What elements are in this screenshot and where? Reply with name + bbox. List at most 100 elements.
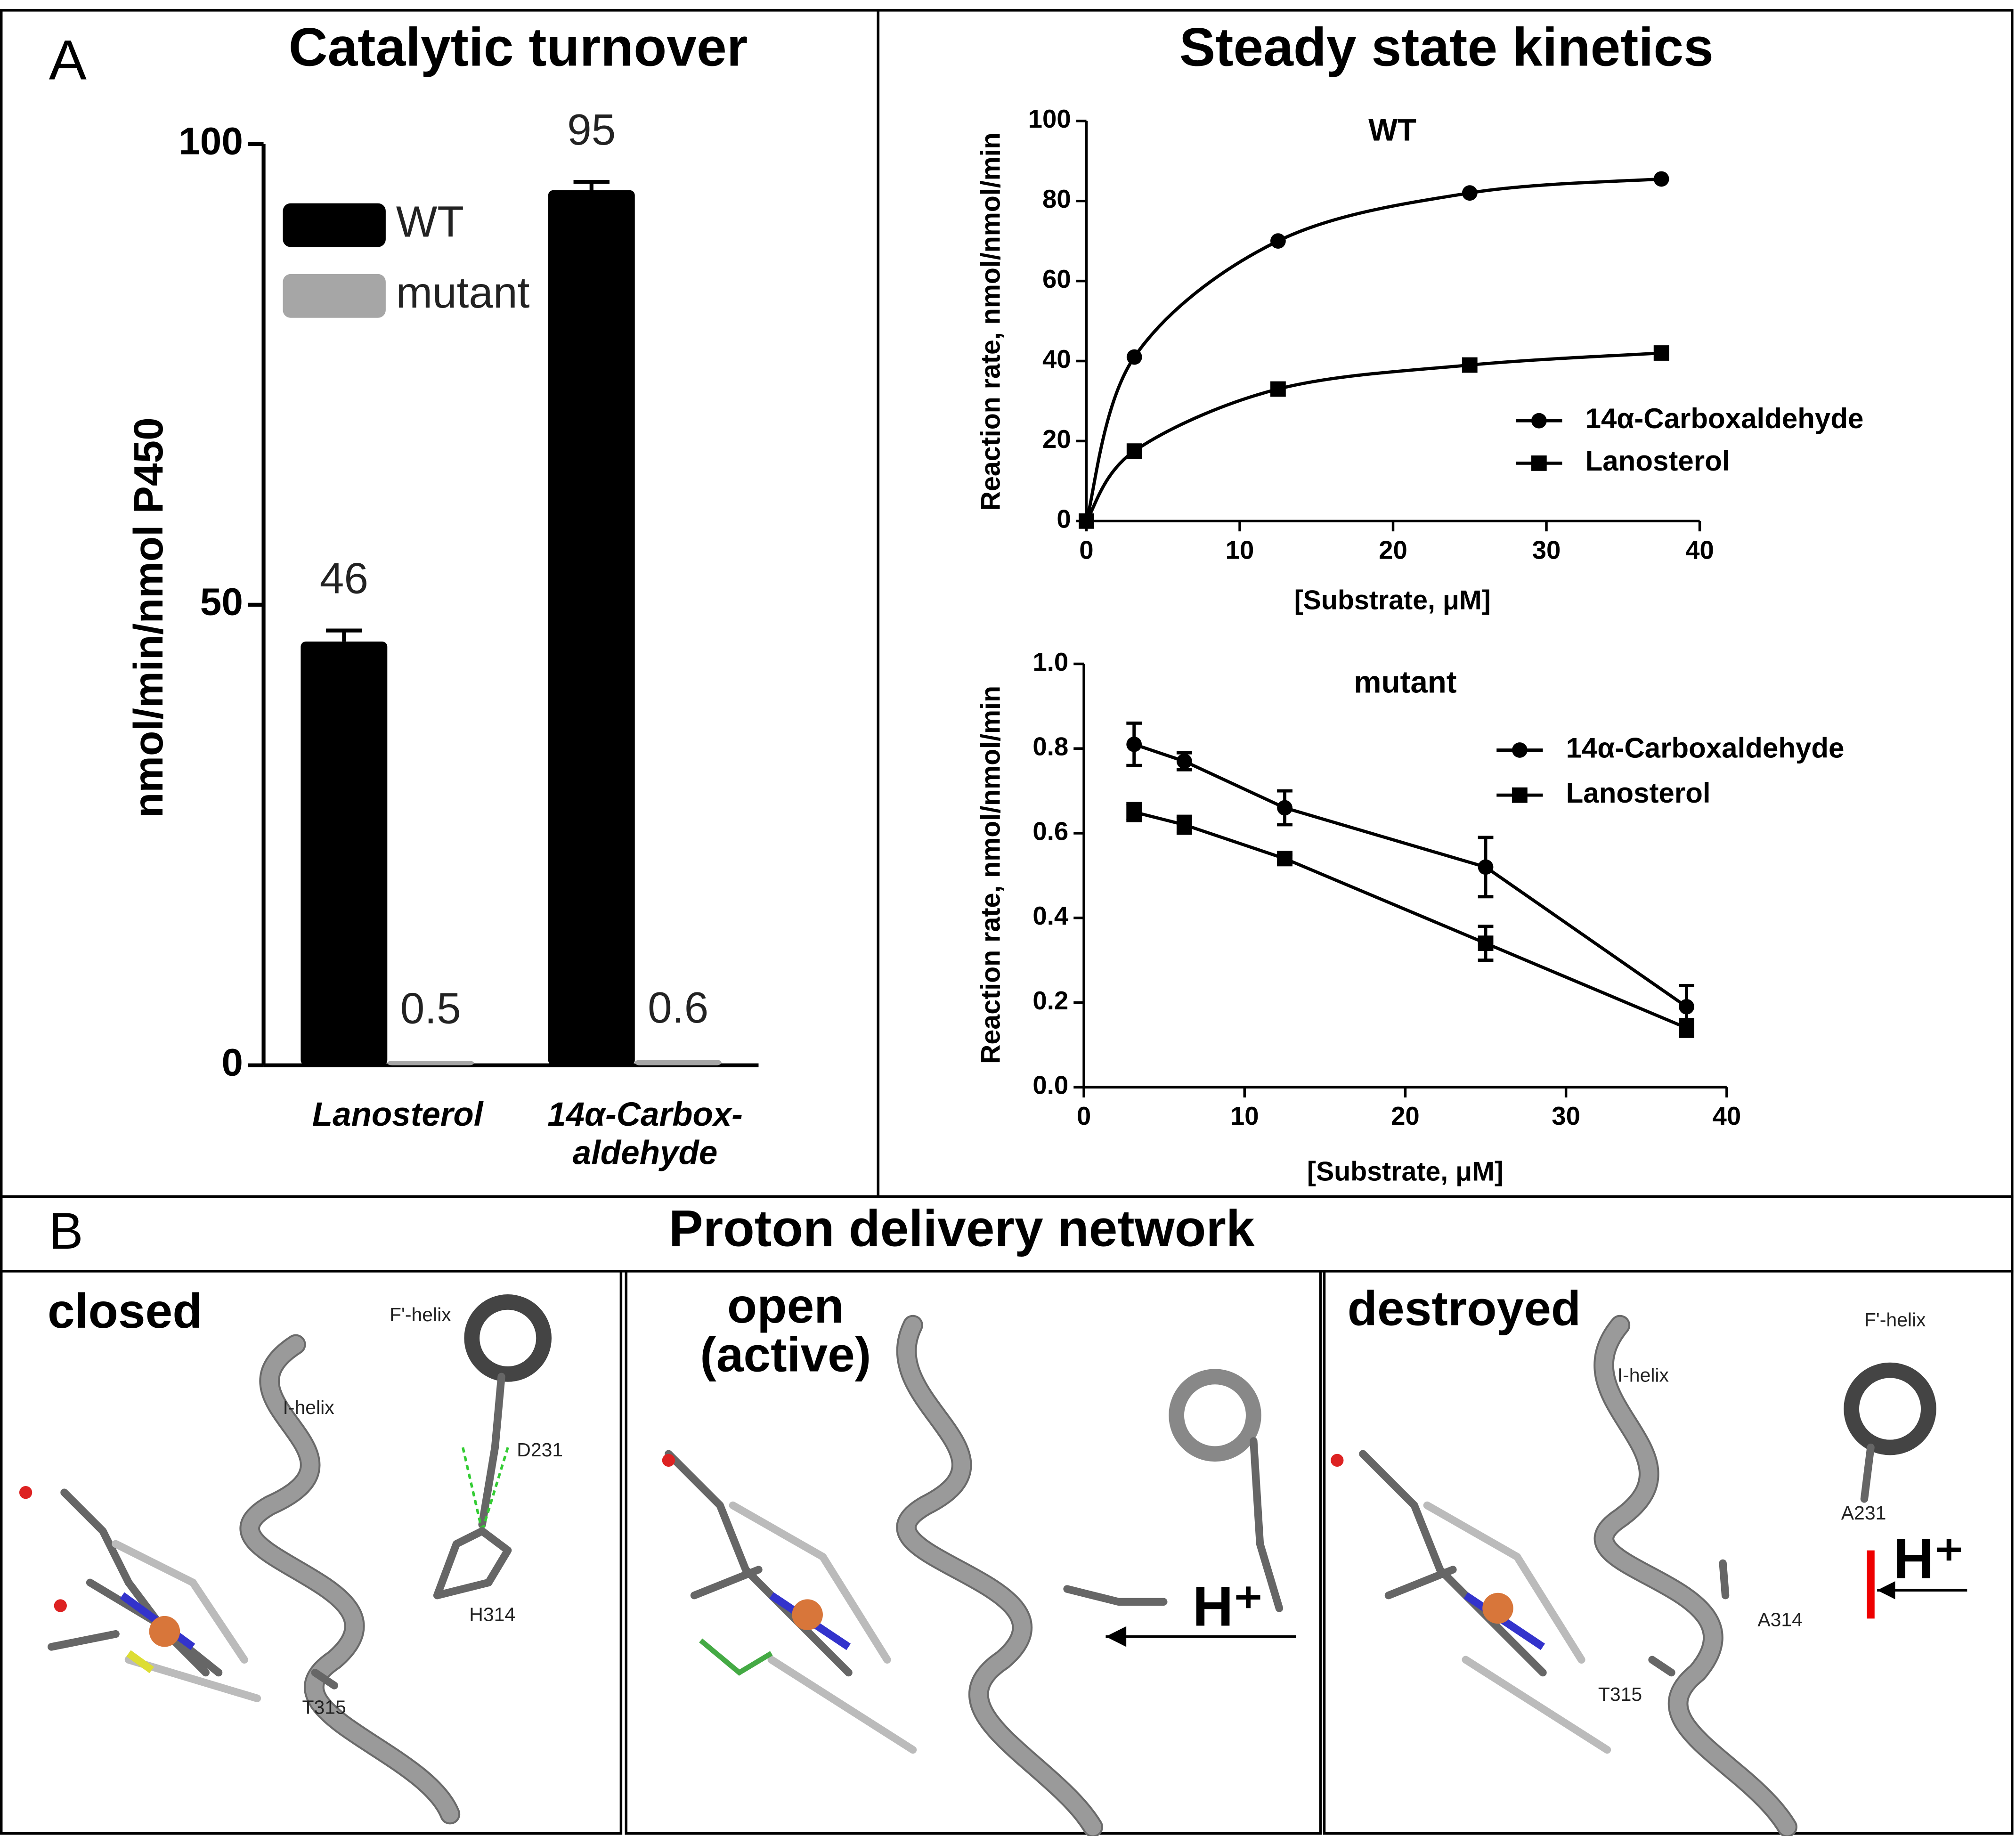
annotation: F'-helix (390, 1304, 451, 1325)
annotation: H⁺ (1893, 1527, 1964, 1591)
marker (1126, 804, 1142, 820)
legend-marker (1531, 413, 1547, 429)
panel-label: A (49, 28, 87, 91)
annotation: I-helix (1618, 1365, 1669, 1386)
marker (1679, 1020, 1694, 1036)
annotation: I-helix (283, 1397, 335, 1418)
x-tick-label: 20 (1379, 536, 1407, 564)
y-tick-label: 0 (1057, 505, 1071, 534)
annotation: A231 (1841, 1502, 1886, 1524)
structure-title: open (active) (700, 1278, 871, 1382)
x-axis-label: [Substrate, μM] (1294, 585, 1491, 616)
x-tick-label: 30 (1552, 1102, 1580, 1130)
y-tick-label: 0.2 (1032, 986, 1068, 1015)
x-tick-label: Lanosterol (312, 1096, 484, 1133)
annotation: H⁺ (1193, 1575, 1263, 1638)
y-tick-label: 40 (1042, 345, 1071, 374)
y-tick-label: 20 (1042, 425, 1071, 454)
legend-swatch (283, 203, 386, 247)
bar (301, 642, 388, 1065)
legend-label: Lanosterol (1566, 777, 1711, 809)
structure-title: destroyed (1348, 1281, 1581, 1336)
chart-title: mutant (1354, 665, 1456, 699)
annotation: H314 (469, 1604, 515, 1625)
marker (1270, 233, 1286, 249)
marker (1478, 859, 1494, 875)
legend-marker (1531, 455, 1547, 471)
marker (1462, 185, 1478, 201)
legend-label: 14α-Carboxaldehyde (1566, 732, 1845, 764)
annotation: T315 (302, 1696, 346, 1718)
bar (387, 1060, 474, 1065)
data-label: 0.5 (400, 984, 461, 1033)
x-tick-label: 0 (1077, 1102, 1091, 1130)
y-tick-label: 0.0 (1032, 1071, 1068, 1100)
y-axis-label: Reaction rate, nmol/nmol/min (975, 686, 1006, 1064)
marker (1176, 817, 1192, 833)
structure-closed (19, 1294, 552, 1825)
legend-label: Lanosterol (1585, 445, 1730, 477)
marker (1126, 443, 1142, 459)
y-tick-label: 50 (200, 580, 243, 623)
error-bar (573, 180, 610, 190)
marker (1126, 349, 1142, 365)
panel-title: Proton delivery network (669, 1200, 1255, 1258)
marker (1679, 999, 1694, 1015)
data-label: 46 (320, 553, 368, 602)
x-tick-label: 20 (1391, 1102, 1420, 1130)
marker (1176, 753, 1192, 769)
series-line (1085, 351, 1662, 522)
structure-destroyed (1331, 1315, 1967, 1836)
data-label: 95 (567, 105, 616, 154)
marker (1126, 736, 1142, 752)
marker (1277, 851, 1293, 867)
legend-label: mutant (396, 268, 530, 317)
legend-marker (1512, 742, 1528, 758)
annotation: F'-helix (1864, 1309, 1926, 1331)
y-axis-label: Reaction rate, nmol/nmol/min (975, 132, 1006, 511)
marker (1277, 800, 1293, 816)
annotation: D231 (517, 1439, 563, 1461)
y-tick-label: 80 (1042, 185, 1071, 213)
y-tick-label: 100 (1028, 105, 1071, 133)
y-tick-label: 0.8 (1032, 732, 1068, 761)
bar (634, 1060, 722, 1065)
panel-label: B (49, 1202, 83, 1260)
y-tick-label: 1.0 (1032, 648, 1068, 676)
bar (548, 190, 635, 1065)
marker (1653, 345, 1669, 361)
annotation: T315 (1598, 1683, 1642, 1705)
x-tick-label: 0 (1079, 536, 1093, 564)
marker (1462, 357, 1478, 373)
x-tick-label: 10 (1230, 1102, 1259, 1130)
legend-swatch (283, 274, 386, 318)
legend-marker (1512, 787, 1528, 803)
y-tick-label: 0.6 (1032, 817, 1068, 845)
marker (1270, 381, 1286, 397)
marker (1079, 513, 1094, 529)
x-tick-label: 30 (1532, 536, 1561, 564)
x-axis-label: [Substrate, μM] (1307, 1156, 1504, 1186)
legend-label: 14α-Carboxaldehyde (1585, 403, 1864, 434)
annotation: A314 (1757, 1609, 1803, 1631)
x-tick-label: 14α-Carbox-aldehyde (547, 1096, 743, 1172)
panel-frame (0, 1270, 623, 1835)
y-tick-label: 100 (179, 120, 243, 163)
y-tick-label: 60 (1042, 265, 1071, 293)
panel-frame (625, 1270, 1322, 1835)
legend-label: WT (396, 197, 464, 246)
marker (1653, 171, 1669, 187)
x-tick-label: 10 (1226, 536, 1254, 564)
marker (1478, 935, 1494, 951)
error-bar (326, 628, 362, 642)
chart-title: WT (1368, 113, 1416, 147)
series-line (1085, 177, 1662, 522)
structure-open (662, 1315, 1296, 1836)
panel-frame (1323, 1270, 2014, 1835)
structure-title: closed (48, 1284, 203, 1338)
y-axis-label: nmol/min/nmol P450 (125, 417, 171, 818)
x-tick-label: 40 (1685, 536, 1714, 564)
y-tick-label: 0 (221, 1041, 243, 1084)
